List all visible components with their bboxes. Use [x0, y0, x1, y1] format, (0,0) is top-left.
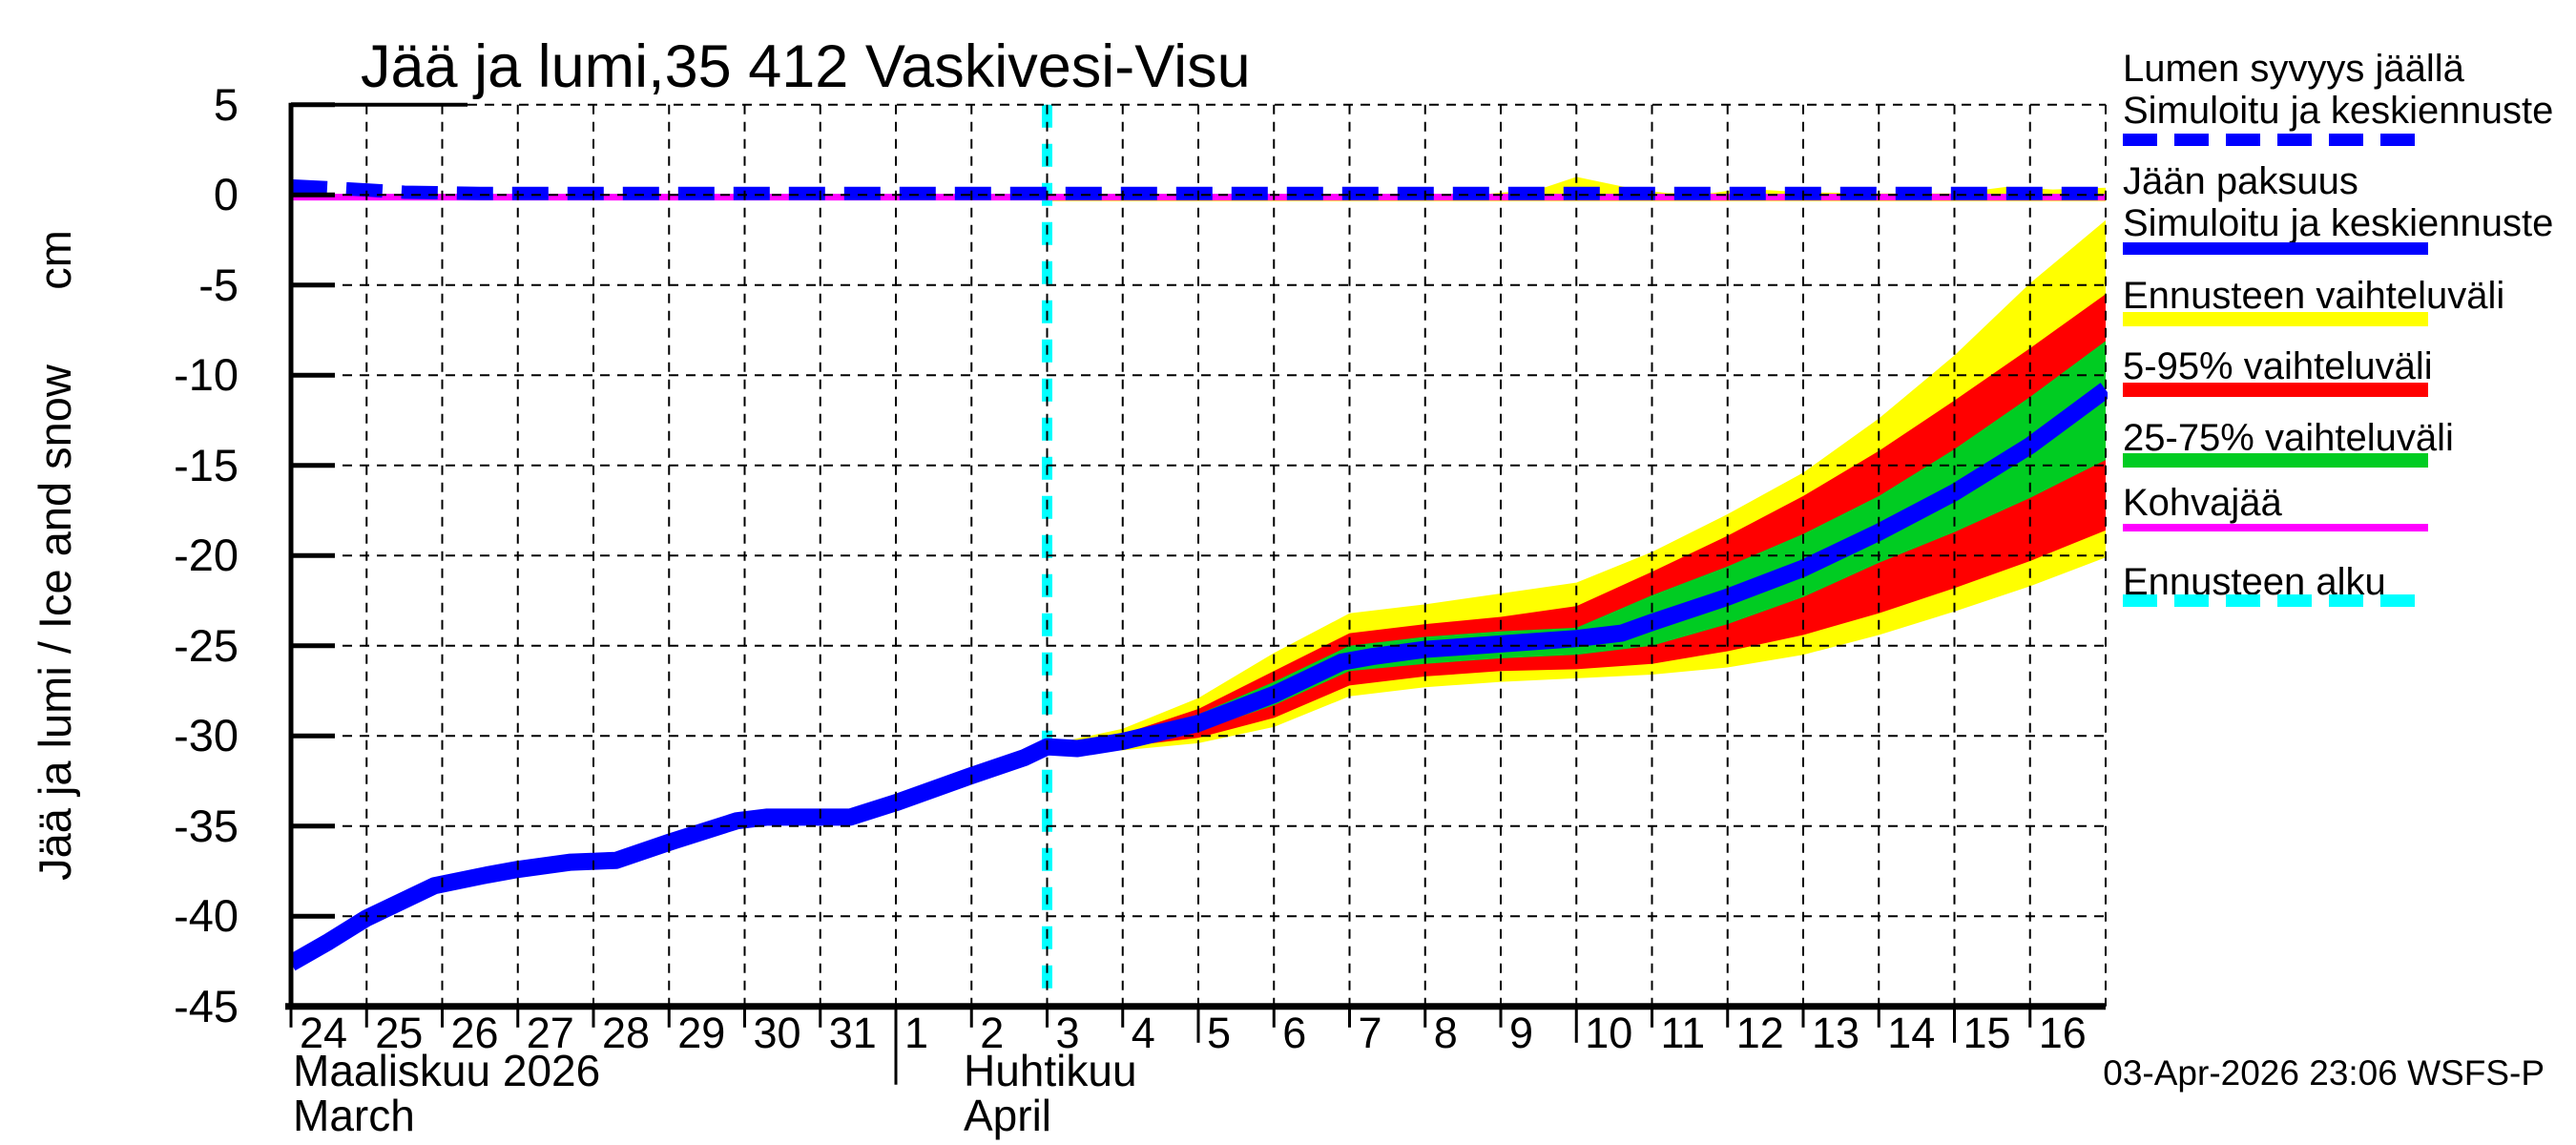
- x-tick-label: 9: [1509, 1009, 1534, 1057]
- timestamp-watermark: 03-Apr-2026 23:06 WSFS-P: [2103, 1053, 2545, 1093]
- x-tick-label: 4: [1131, 1009, 1155, 1057]
- legend-swatch-dashed-line: [2123, 594, 2428, 607]
- legend-swatch-bar: [2123, 312, 2428, 326]
- month-label-march-en: March: [293, 1091, 415, 1140]
- legend-swatch-solid-line: [2123, 242, 2428, 255]
- x-tick-label: 6: [1282, 1009, 1307, 1057]
- legend-label: 5-95% vaihteluväli: [2123, 345, 2433, 387]
- x-tick-label: 14: [1887, 1009, 1936, 1057]
- legend-label: Simuloitu ja keskiennuste: [2123, 90, 2554, 132]
- snow-depth-line: [291, 178, 2106, 200]
- x-tick-label: 2: [980, 1009, 1005, 1057]
- band-25-75: [1047, 341, 2106, 747]
- x-tick-label: 11: [1660, 1009, 1706, 1057]
- chart-title: Jää ja lumi,35 412 Vaskivesi-Visu: [361, 33, 1251, 100]
- legend-label: Kohvajää: [2123, 482, 2282, 524]
- x-tick-label: 7: [1358, 1009, 1382, 1057]
- x-tick-label: 28: [602, 1009, 651, 1057]
- y-tick-label: -25: [174, 619, 239, 671]
- x-tick-label: 24: [300, 1009, 348, 1057]
- y-tick-label: -10: [174, 349, 239, 401]
- x-tick-label: 16: [2038, 1009, 2087, 1057]
- x-tick-label: 25: [375, 1009, 424, 1057]
- x-tick-label: 27: [526, 1009, 574, 1057]
- x-tick-label: 29: [677, 1009, 726, 1057]
- x-tick-label: 3: [1055, 1009, 1080, 1057]
- legend-swatch-bar: [2123, 383, 2428, 397]
- y-tick-label: 0: [213, 169, 239, 220]
- x-tick-label: 26: [450, 1009, 499, 1057]
- y-tick-label: 5: [213, 78, 239, 130]
- x-tick-label: 10: [1585, 1009, 1633, 1057]
- month-label-april-en: April: [964, 1091, 1052, 1140]
- y-tick-label: -35: [174, 800, 239, 851]
- x-tick-label: 12: [1735, 1009, 1784, 1057]
- y-tick-label: -30: [174, 710, 239, 761]
- legend-label: Ennusteen vaihteluväli: [2123, 275, 2505, 317]
- month-label-march-fi: Maaliskuu 2026: [293, 1046, 601, 1095]
- grid-lines: [291, 102, 2107, 1007]
- x-tick-label: 31: [828, 1009, 877, 1057]
- x-tick-label: 30: [753, 1009, 801, 1057]
- x-tick-label: 13: [1812, 1009, 1860, 1057]
- y-tick-label: -20: [174, 530, 239, 581]
- y-tick-label: -15: [174, 439, 239, 490]
- x-tick-label: 5: [1207, 1009, 1232, 1057]
- x-tick-label: 8: [1433, 1009, 1458, 1057]
- legend-swatch-solid-line: [2123, 524, 2428, 531]
- legend-swatch-bar: [2123, 453, 2428, 468]
- x-tick-label: 15: [1963, 1009, 2011, 1057]
- legend-label: Simuloitu ja keskiennuste: [2123, 202, 2554, 244]
- legend-label: Jään paksuus: [2123, 160, 2358, 202]
- x-tick-label: 1: [904, 1009, 929, 1057]
- y-axis-label: Jää ja lumi / Ice and snow cm: [30, 230, 80, 881]
- month-label-april-fi: Huhtikuu: [964, 1046, 1137, 1095]
- y-tick-label: -40: [174, 890, 239, 942]
- y-tick-label: -45: [174, 980, 239, 1031]
- legend-label: 25-75% vaihteluväli: [2123, 417, 2454, 459]
- y-tick-label: -5: [198, 259, 239, 310]
- ice-thickness-line: [291, 383, 2108, 971]
- legend-swatch-dashed-line: [2123, 134, 2428, 146]
- legend-label: Lumen syvyys jäällä: [2123, 48, 2464, 90]
